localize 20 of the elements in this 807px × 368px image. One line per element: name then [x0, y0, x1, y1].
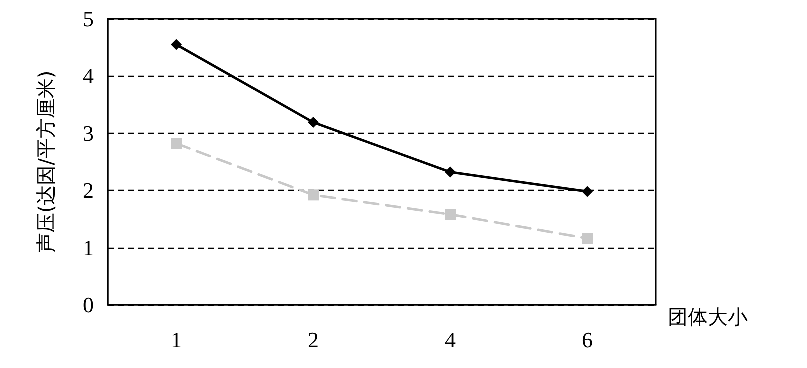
y-axis-title: 声压(达因/平方厘米): [34, 70, 58, 254]
x-tick-label: 6: [582, 328, 593, 352]
x-tick-label: 2: [308, 328, 319, 352]
point: [171, 138, 182, 150]
y-tick-label: 3: [83, 120, 94, 146]
y-tick-label: 4: [83, 64, 94, 89]
x-tick-label: 1: [171, 328, 182, 352]
x-tick-label: 4: [445, 328, 456, 352]
x-axis-title: 团体大小: [668, 305, 748, 329]
point: [445, 209, 456, 220]
point: [308, 117, 319, 128]
point: [582, 233, 593, 244]
y-tick-label: 5: [83, 6, 94, 32]
point: [445, 166, 456, 178]
point: [582, 186, 593, 198]
y-tick-label: 0: [83, 292, 94, 318]
y-tick-label: 2: [83, 178, 94, 204]
point: [171, 39, 182, 50]
y-tick-label: 1: [83, 235, 94, 260]
point: [308, 190, 319, 201]
